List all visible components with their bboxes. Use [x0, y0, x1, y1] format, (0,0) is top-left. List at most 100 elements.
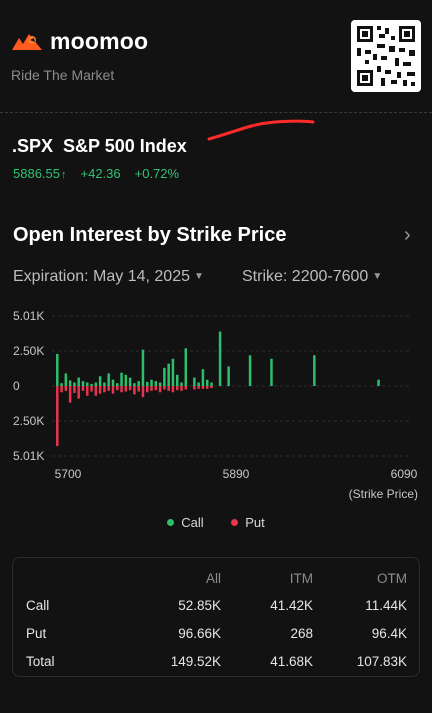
- call-bar[interactable]: [193, 377, 196, 386]
- put-bar[interactable]: [150, 386, 153, 391]
- put-bar[interactable]: [103, 386, 106, 393]
- call-bar[interactable]: [64, 373, 68, 386]
- call-bar[interactable]: [86, 382, 89, 386]
- call-bar[interactable]: [167, 363, 170, 386]
- call-bar[interactable]: [377, 379, 380, 386]
- chevron-right-icon[interactable]: ›: [404, 224, 411, 246]
- last-price: 5886.55↑: [13, 166, 67, 181]
- call-bar[interactable]: [81, 381, 85, 386]
- put-bar[interactable]: [86, 386, 89, 396]
- call-bar[interactable]: [124, 374, 128, 386]
- put-bar[interactable]: [141, 386, 145, 398]
- put-bar[interactable]: [197, 386, 200, 389]
- call-bar[interactable]: [128, 377, 132, 386]
- call-bar[interactable]: [73, 382, 76, 386]
- put-bar[interactable]: [111, 386, 115, 394]
- put-bar[interactable]: [90, 386, 93, 392]
- open-interest-summary: All ITM OTM Call 52.85K 41.42K 11.44K Put 96.66K…: [12, 557, 420, 677]
- call-bar[interactable]: [270, 358, 273, 386]
- put-bar[interactable]: [107, 386, 110, 391]
- call-bar[interactable]: [154, 381, 158, 386]
- call-bar[interactable]: [120, 372, 123, 386]
- table-cell: 41.42K: [270, 598, 313, 613]
- put-bar[interactable]: [201, 386, 205, 389]
- call-bar[interactable]: [107, 373, 110, 386]
- header-divider: [0, 112, 432, 113]
- table-row: Total 149.52K 41.68K 107.83K: [13, 654, 419, 674]
- call-bar[interactable]: [163, 367, 166, 386]
- put-bar[interactable]: [128, 386, 132, 391]
- put-bar[interactable]: [210, 386, 213, 389]
- call-bar[interactable]: [158, 382, 162, 386]
- call-bar[interactable]: [171, 358, 175, 386]
- call-bar[interactable]: [68, 380, 72, 386]
- put-bar[interactable]: [154, 386, 158, 391]
- call-bar[interactable]: [175, 374, 179, 386]
- call-dot-icon: [167, 519, 175, 526]
- call-bar[interactable]: [218, 331, 222, 386]
- put-bar[interactable]: [205, 386, 209, 389]
- call-bar[interactable]: [145, 381, 149, 386]
- strike-dropdown[interactable]: Strike: 2200-7600 ▼: [242, 268, 382, 286]
- price-change-percent: +0.72%: [134, 166, 180, 181]
- call-bar[interactable]: [94, 382, 98, 386]
- call-bar[interactable]: [77, 377, 80, 386]
- put-bar[interactable]: [77, 386, 80, 399]
- call-bar[interactable]: [313, 355, 316, 386]
- put-bar[interactable]: [98, 386, 102, 394]
- call-bar[interactable]: [141, 349, 145, 386]
- legend-call[interactable]: Call: [167, 515, 204, 530]
- put-bar[interactable]: [158, 386, 162, 393]
- table-cell: 149.52K: [170, 654, 221, 669]
- call-bar[interactable]: [197, 382, 200, 386]
- call-bar[interactable]: [205, 379, 209, 386]
- put-bar[interactable]: [193, 386, 196, 390]
- expiration-dropdown[interactable]: Expiration: May 14, 2025 ▼: [13, 268, 204, 286]
- put-bar[interactable]: [56, 386, 59, 447]
- put-bar[interactable]: [133, 386, 136, 395]
- put-bar[interactable]: [167, 386, 170, 391]
- call-bar[interactable]: [137, 381, 140, 386]
- put-bar[interactable]: [64, 386, 68, 391]
- call-bar[interactable]: [227, 366, 230, 386]
- call-bar[interactable]: [248, 355, 252, 386]
- caret-down-icon: ▼: [372, 271, 383, 282]
- call-bar[interactable]: [90, 383, 93, 386]
- put-bar[interactable]: [124, 386, 128, 392]
- call-bar[interactable]: [56, 353, 59, 386]
- strike-label: Strike: 2200-7600: [242, 268, 369, 285]
- legend-put[interactable]: Put: [231, 515, 265, 530]
- y-tick-label: 2.50K: [13, 414, 44, 428]
- put-bar[interactable]: [163, 386, 166, 390]
- call-bar[interactable]: [98, 376, 102, 386]
- call-bar[interactable]: [150, 379, 153, 386]
- call-bar[interactable]: [184, 348, 188, 386]
- call-bar[interactable]: [201, 369, 205, 386]
- call-bar[interactable]: [111, 379, 115, 386]
- call-bar[interactable]: [60, 383, 63, 386]
- put-bar[interactable]: [81, 386, 85, 391]
- table-cell: Call: [26, 598, 50, 613]
- put-bar[interactable]: [137, 386, 140, 392]
- put-bar[interactable]: [60, 386, 63, 393]
- table-header-row: All ITM OTM: [13, 571, 419, 591]
- y-tick-label: 5.01K: [13, 449, 44, 463]
- put-bar[interactable]: [94, 386, 98, 396]
- price-change: +42.36: [80, 166, 121, 181]
- call-bar[interactable]: [133, 383, 136, 386]
- put-bar[interactable]: [184, 386, 188, 390]
- call-bar[interactable]: [210, 382, 213, 386]
- call-bar[interactable]: [116, 383, 119, 386]
- y-tick-label: 0: [13, 379, 20, 393]
- put-bar[interactable]: [171, 386, 175, 393]
- put-bar[interactable]: [175, 386, 179, 391]
- call-bar[interactable]: [103, 382, 106, 386]
- put-bar[interactable]: [145, 386, 149, 393]
- put-bar[interactable]: [116, 386, 119, 391]
- put-bar[interactable]: [73, 386, 76, 393]
- put-bar[interactable]: [180, 386, 183, 391]
- put-bar[interactable]: [68, 386, 72, 403]
- arrow-up-icon: ↑: [61, 169, 67, 181]
- put-bar[interactable]: [120, 386, 123, 393]
- call-bar[interactable]: [180, 382, 183, 386]
